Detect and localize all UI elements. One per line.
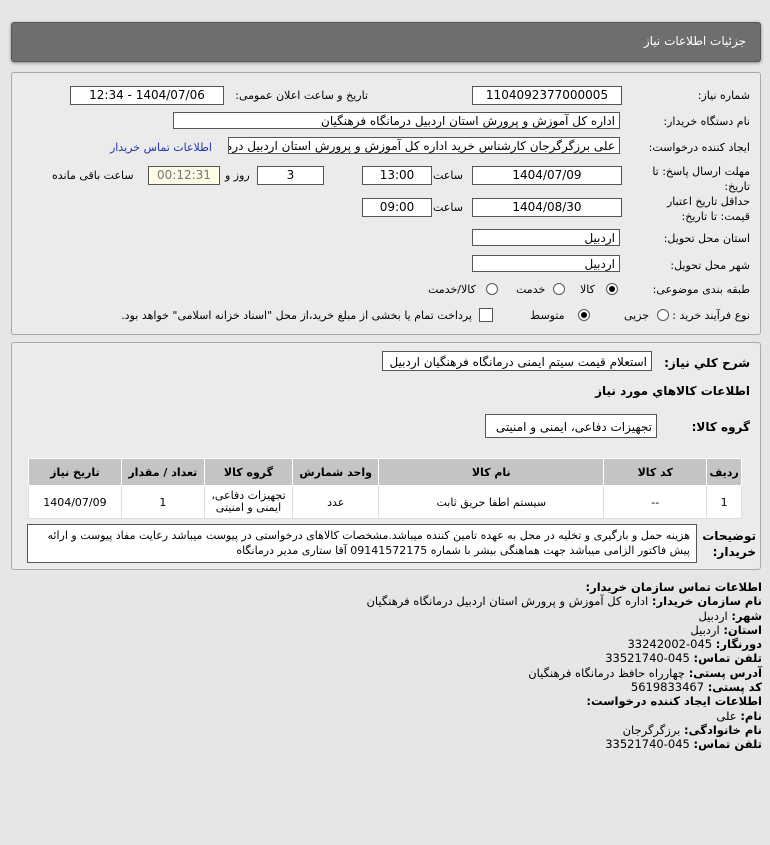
province-field[interactable]: اردبیل (472, 229, 620, 246)
contact-key: تلفن تماس: (693, 651, 762, 666)
contact-line: کد پستی: 5619833467 (366, 680, 762, 694)
contact-line: نام سازمان خریدار: اداره کل آموزش و پرور… (366, 594, 762, 608)
category-radio-both[interactable] (486, 283, 498, 295)
col-code: کد کالا (603, 458, 708, 486)
cell-row: 1 (706, 485, 742, 519)
city-label: شهر محل تحویل: (670, 259, 750, 272)
cell-code: -- (603, 485, 708, 519)
contact-line: تلفن تماس: 045-33521740 (366, 737, 762, 751)
contact-key: دورنگار: (715, 637, 762, 652)
cell-unit: عدد (292, 485, 380, 519)
contact-value: 045-33521740 (605, 737, 690, 752)
contact-value: برزگرگرجان (622, 722, 681, 737)
process-option-minor: جزیی (624, 309, 650, 322)
process-label: نوع فرآیند خرید : (672, 309, 750, 322)
contact-line: آدرس پستی: چهارراه حافظ درمانگاه فرهنگیا… (366, 666, 762, 680)
deadline-time-field[interactable]: 13:00 (362, 166, 432, 185)
province-label: استان محل تحویل: (663, 232, 750, 245)
notes-field: هزینه حمل و بارگیری و تخلیه در محل به عه… (27, 524, 697, 563)
contact-key: تلفن تماس: (693, 737, 762, 752)
goods-table: ردیف کد کالا نام کالا واحد شمارش گروه کا… (28, 458, 742, 519)
contact-key: نام: (740, 708, 762, 723)
table-row: 1 -- سیستم اطفا حریق ثابت عدد تجهیزات دف… (28, 485, 742, 519)
process-option-medium: متوسط (530, 309, 565, 322)
cell-group: تجهیزات دفاعی، ایمنی و امنیتی (203, 485, 294, 519)
category-option-both: کالا/خدمت (428, 283, 476, 296)
group-field[interactable]: تجهیزات دفاعی، ایمنی و امنیتی (485, 414, 657, 438)
category-radio-goods[interactable] (606, 283, 618, 295)
need-number-field[interactable]: 1104092377000005 (472, 86, 622, 105)
contact-key: شهر: (731, 608, 762, 623)
process-radio-medium[interactable] (578, 309, 590, 321)
treasury-checkbox[interactable] (479, 308, 493, 322)
creator-contact-title: اطلاعات ایجاد کننده درخواست: (586, 694, 762, 709)
cell-qty: 1 (120, 485, 205, 519)
process-radio-minor[interactable] (657, 309, 669, 321)
remaining-timer: 00:12:31 (148, 166, 220, 185)
contact-value: اردبیل (698, 608, 728, 623)
cell-name: سیستم اطفا حریق ثابت (378, 485, 605, 519)
contact-value: اردبیل (690, 622, 720, 637)
contact-value: 045-33242002 (627, 637, 713, 652)
contact-line: تلفن تماس: 045-33521740 (366, 651, 762, 665)
contact-line: نام خانوادگی: برزگرگرجان (366, 723, 762, 737)
table-header-row: ردیف کد کالا نام کالا واحد شمارش گروه کا… (28, 458, 742, 486)
days-field[interactable]: 3 (257, 166, 324, 185)
creator-label: ایجاد کننده درخواست: (648, 141, 750, 154)
col-unit: واحد شمارش (292, 458, 380, 486)
contact-value: 045-33521740 (605, 651, 690, 666)
col-row: ردیف (706, 458, 742, 486)
contact-section: اطلاعات تماس سازمان خریدار: نام سازمان خ… (366, 580, 762, 752)
contact-value: 5619833467 (630, 680, 705, 695)
desc-field[interactable]: استعلام قیمت سیتم ایمنی درمانگاه فرهنگیا… (382, 351, 652, 371)
contact-key: استان: (723, 622, 762, 637)
contact-value: چهارراه حافظ درمانگاه فرهنگیان (528, 665, 686, 680)
buyer-contact-link[interactable]: اطلاعات تماس خریدار (110, 141, 212, 154)
remaining-label: ساعت باقی مانده (52, 169, 134, 182)
deadline-label: مهلت ارسال پاسخ: تا تاریخ: (652, 165, 750, 193)
notes-label: توضیحات خریدار: (702, 529, 756, 559)
category-option-service: خدمت (516, 283, 546, 296)
announce-label: تاریخ و ساعت اعلان عمومی: (235, 89, 368, 102)
col-group: گروه کالا (203, 458, 294, 486)
contact-value: اداره کل آموزش و پرورش استان اردبیل درما… (366, 594, 649, 609)
deadline-date-field[interactable]: 1404/07/09 (472, 166, 622, 185)
contact-key: نام سازمان خریدار: (651, 594, 762, 609)
col-qty: تعداد / مقدار (120, 458, 205, 486)
category-option-goods: کالا (580, 283, 595, 296)
contact-key: آدرس پستی: (688, 665, 762, 680)
cell-date: 1404/07/09 (28, 485, 122, 519)
page-title: جزئیات اطلاعات نیاز (643, 34, 746, 48)
validity-date-field[interactable]: 1404/08/30 (472, 198, 622, 217)
deadline-time-label: ساعت (433, 169, 463, 182)
validity-label: حداقل تاریخ اعتبار قیمت: تا تاریخ: (666, 195, 750, 223)
category-radio-service[interactable] (553, 283, 565, 295)
desc-label: شرح کلي نياز: (664, 356, 750, 370)
goods-title: اطلاعات کالاهاي مورد نياز (595, 384, 750, 398)
contact-key: کد پستی: (707, 680, 762, 695)
announce-field[interactable]: 1404/07/06 - 12:34 (70, 86, 224, 105)
contact-line: استان: اردبیل (366, 623, 762, 637)
creator-field[interactable]: علی برزگرگرجان کارشناس خرید اداره کل آمو… (228, 137, 620, 154)
need-number-label: شماره نیاز: (697, 89, 750, 102)
treasury-note: پرداخت تمام یا بخشی از مبلغ خرید،از محل … (121, 309, 472, 322)
contact-line: نام: علی (366, 709, 762, 723)
contact-value: علی (716, 708, 737, 723)
validity-time-field[interactable]: 09:00 (362, 198, 432, 217)
contact-line: شهر: اردبیل (366, 609, 762, 623)
category-label: طبقه بندی موضوعی: (652, 283, 750, 296)
buyer-org-field[interactable]: اداره کل آموزش و پرورش استان اردبیل درما… (173, 112, 620, 129)
days-label: روز و (225, 169, 250, 182)
contact-title: اطلاعات تماس سازمان خریدار: (585, 580, 762, 594)
contact-line: دورنگار: 045-33242002 (366, 637, 762, 651)
validity-time-label: ساعت (433, 201, 463, 214)
col-name: نام کالا (378, 458, 605, 486)
contact-key: نام خانوادگی: (684, 722, 762, 737)
col-date: تاریخ نیاز (28, 458, 122, 486)
buyer-org-label: نام دستگاه خریدار: (663, 115, 750, 128)
page-header: جزئیات اطلاعات نیاز (11, 22, 761, 62)
city-field[interactable]: اردبیل (472, 255, 620, 272)
group-label: گروه کالا: (691, 420, 750, 434)
